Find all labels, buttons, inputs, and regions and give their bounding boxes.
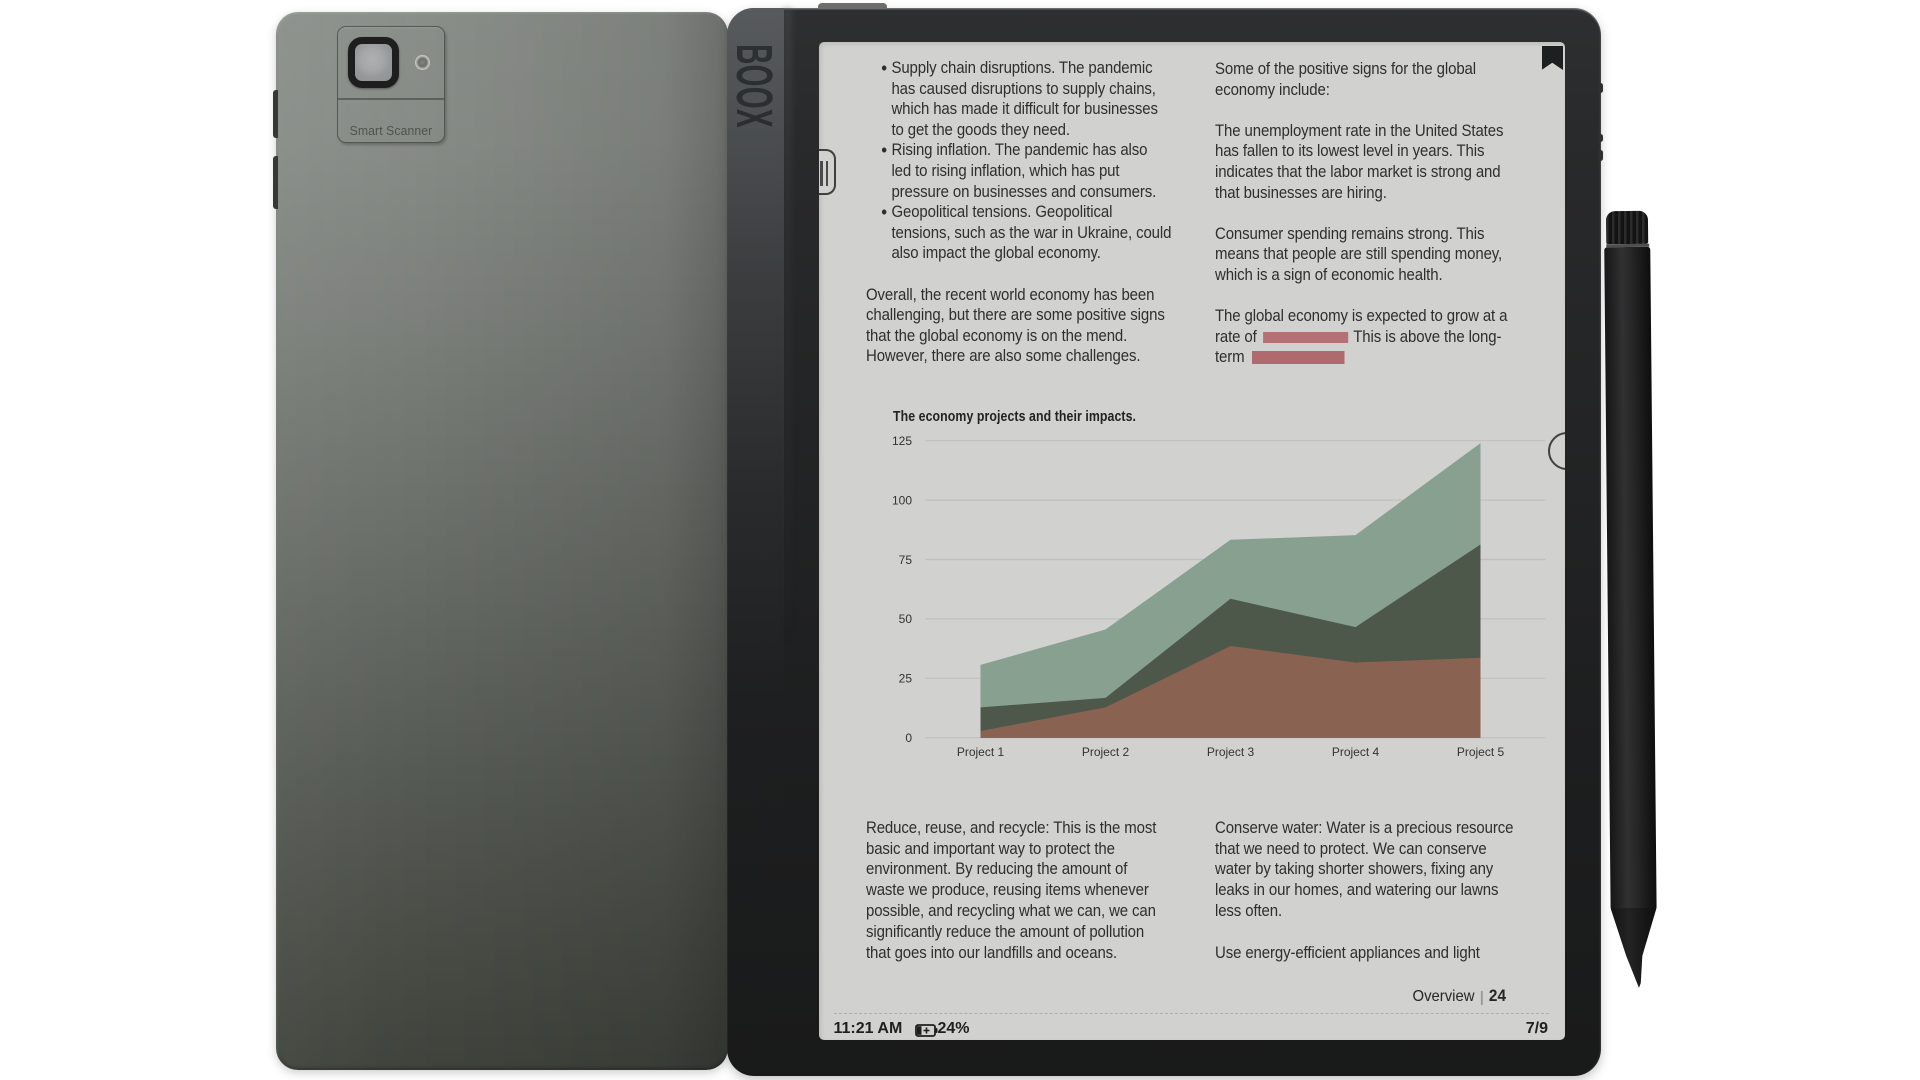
svg-text:Project 1: Project 1 — [956, 745, 1004, 759]
svg-text:Project 3: Project 3 — [1206, 745, 1254, 759]
svg-text:Project 2: Project 2 — [1081, 745, 1129, 759]
svg-text:25: 25 — [898, 671, 912, 685]
svg-text:Project 5: Project 5 — [1456, 745, 1504, 759]
svg-text:0: 0 — [905, 731, 912, 745]
svg-text:75: 75 — [898, 552, 912, 566]
svg-text:125: 125 — [891, 434, 911, 448]
svg-text:100: 100 — [891, 493, 911, 507]
svg-text:Project 4: Project 4 — [1331, 745, 1379, 759]
svg-text:50: 50 — [898, 612, 912, 626]
